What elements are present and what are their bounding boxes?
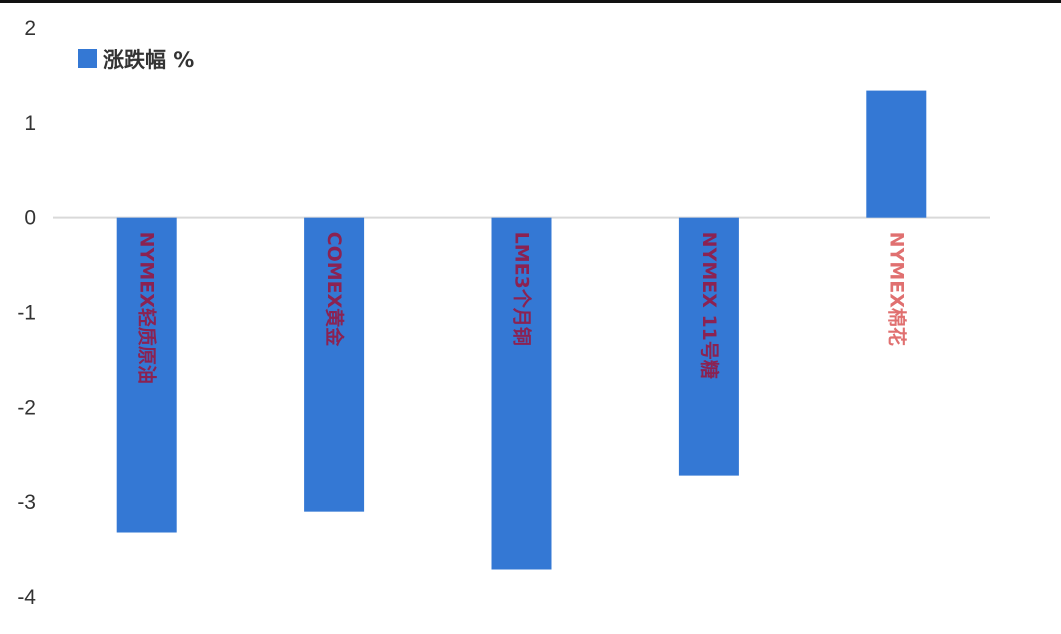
category-label: NYMEX棉花 — [885, 232, 908, 346]
y-axis-ticks: 2 1 0 -1 -2 -3 -4 — [17, 17, 36, 609]
bar — [678, 217, 739, 476]
category-label: NYMEX轻质原油 — [136, 232, 159, 384]
category-label: COMEX黄金 — [323, 232, 346, 348]
legend: 涨跌幅 % — [78, 48, 194, 72]
bar — [116, 217, 177, 533]
bar — [304, 217, 365, 512]
top-rule — [0, 0, 1061, 3]
y-tick-label: 2 — [24, 17, 36, 40]
y-tick-label: -2 — [17, 396, 36, 419]
y-tick-label: -3 — [17, 491, 36, 514]
bar — [491, 217, 552, 570]
category-labels-group: NYMEX轻质原油 COMEX黄金 LME3个月铜 NYMEX 11号糖 NYMEX棉花 — [136, 232, 909, 384]
bar — [866, 90, 927, 218]
legend-swatch — [78, 49, 97, 68]
y-tick-label: -1 — [17, 302, 36, 325]
y-tick-label: 0 — [24, 207, 36, 230]
legend-label: 涨跌幅 % — [103, 48, 194, 72]
category-label: LME3个月铜 — [511, 232, 534, 346]
y-tick-label: -4 — [17, 586, 36, 609]
category-label: NYMEX 11号糖 — [698, 232, 721, 379]
y-tick-label: 1 — [24, 112, 36, 135]
bars-group — [116, 90, 927, 570]
